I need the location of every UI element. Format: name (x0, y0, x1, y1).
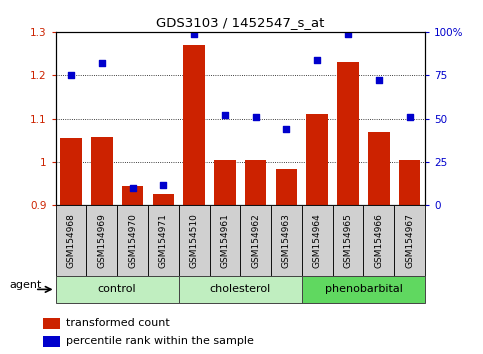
Bar (43, 336, 60, 347)
Bar (86, 205, 117, 276)
Bar (399, 160, 420, 205)
Bar (394, 205, 425, 276)
Text: GSM154969: GSM154969 (97, 213, 106, 268)
Text: GSM154967: GSM154967 (405, 213, 414, 268)
Bar (333, 205, 364, 276)
Bar (245, 160, 267, 205)
Text: GSM154510: GSM154510 (190, 213, 199, 268)
Text: GSM154966: GSM154966 (374, 213, 384, 268)
Bar (337, 62, 359, 205)
Bar (184, 45, 205, 205)
Point (375, 78, 383, 83)
Text: GSM154968: GSM154968 (67, 213, 75, 268)
Bar (271, 205, 302, 276)
Bar (122, 186, 143, 205)
Bar (276, 169, 297, 205)
Text: transformed count: transformed count (66, 318, 170, 328)
Bar (60, 138, 82, 205)
Text: GSM154962: GSM154962 (251, 213, 260, 268)
Point (252, 114, 259, 120)
Text: percentile rank within the sample: percentile rank within the sample (66, 336, 254, 346)
Bar (307, 114, 328, 205)
Text: GSM154971: GSM154971 (159, 213, 168, 268)
Text: agent: agent (10, 280, 42, 290)
Bar (240, 205, 271, 276)
Text: GSM154963: GSM154963 (282, 213, 291, 268)
Point (221, 112, 229, 118)
Text: GSM154970: GSM154970 (128, 213, 137, 268)
Bar (179, 205, 210, 276)
Bar (302, 276, 425, 303)
Bar (302, 205, 333, 276)
Text: control: control (98, 284, 136, 295)
Point (283, 126, 290, 132)
Bar (91, 137, 113, 205)
Point (98, 60, 106, 66)
Text: GSM154965: GSM154965 (343, 213, 353, 268)
Point (128, 185, 136, 191)
Point (159, 182, 167, 187)
Bar (56, 205, 86, 276)
Point (406, 114, 413, 120)
Bar (148, 205, 179, 276)
Text: GSM154961: GSM154961 (220, 213, 229, 268)
Point (344, 31, 352, 36)
Point (67, 72, 75, 78)
Bar (56, 276, 179, 303)
Bar (179, 276, 302, 303)
Text: GSM154964: GSM154964 (313, 213, 322, 268)
Point (190, 31, 198, 36)
Title: GDS3103 / 1452547_s_at: GDS3103 / 1452547_s_at (156, 16, 325, 29)
Bar (117, 205, 148, 276)
Point (313, 57, 321, 62)
Bar (210, 205, 240, 276)
Text: phenobarbital: phenobarbital (325, 284, 402, 295)
Bar (368, 132, 390, 205)
Bar (43, 318, 60, 329)
Bar (364, 205, 394, 276)
Text: cholesterol: cholesterol (210, 284, 271, 295)
Bar (153, 194, 174, 205)
Bar (214, 160, 236, 205)
